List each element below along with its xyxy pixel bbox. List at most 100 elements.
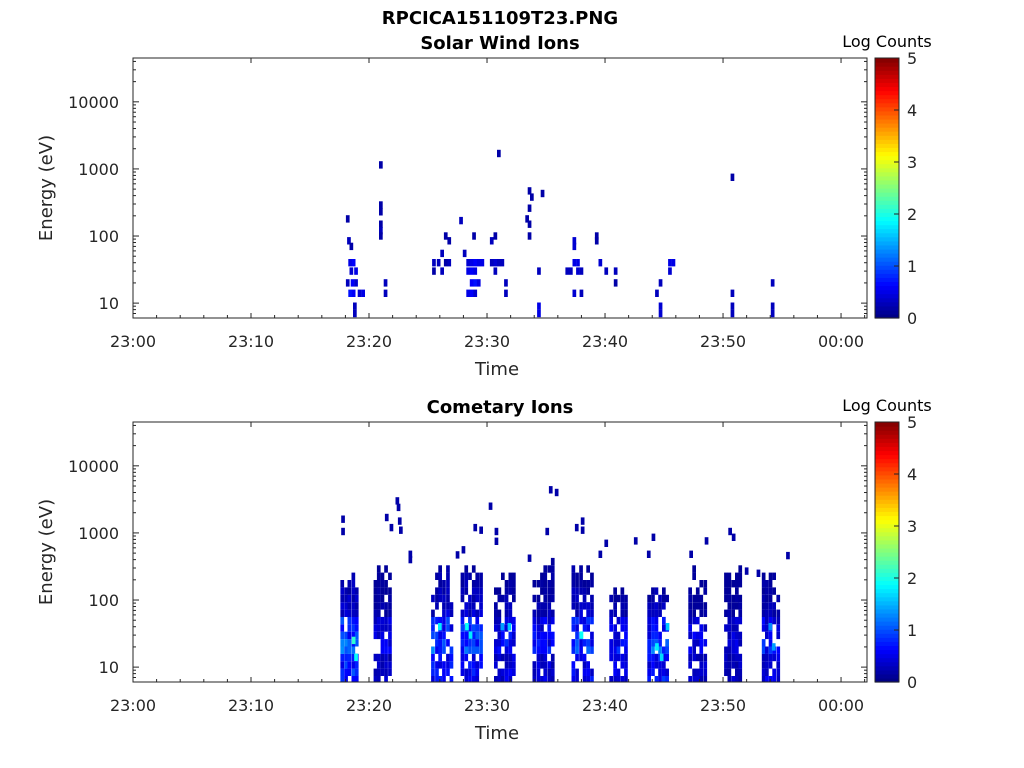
data-cell (651, 533, 656, 541)
colorbar-step (875, 649, 899, 655)
data-cell (730, 173, 735, 181)
data-cell (772, 609, 776, 617)
data-cell (431, 616, 435, 625)
data-cell (507, 623, 512, 631)
data-cell (731, 594, 735, 603)
data-cell (761, 602, 766, 610)
data-cell (340, 580, 345, 588)
data-cell (479, 653, 483, 662)
colorbar-step (875, 98, 899, 104)
data-cell (504, 639, 509, 647)
data-cell (532, 661, 537, 669)
colorbar-step (875, 90, 899, 96)
data-cell (613, 594, 617, 603)
data-cell (464, 653, 469, 662)
data-cell (468, 631, 473, 639)
data-cell (345, 215, 350, 223)
data-cell (572, 237, 577, 245)
data-cell (651, 639, 655, 647)
data-cell (575, 580, 579, 588)
data-cell (471, 594, 476, 603)
data-cell (446, 587, 450, 595)
colorbar-tick-label: 2 (907, 205, 917, 224)
data-cell (543, 676, 548, 682)
data-cell (388, 646, 392, 654)
data-cell (373, 580, 378, 588)
panel-title: Solar Wind Ions (420, 33, 579, 54)
data-cell (438, 616, 442, 625)
colorbar-step (875, 257, 899, 262)
data-cell (703, 624, 708, 632)
data-cell (354, 676, 359, 682)
data-cell (594, 237, 599, 245)
data-cell (731, 533, 736, 541)
data-cell (776, 616, 781, 625)
data-cell (536, 616, 541, 625)
data-cell (651, 587, 655, 595)
data-cell (586, 580, 590, 588)
data-cell (379, 208, 383, 216)
data-cell (408, 550, 413, 558)
data-cell (776, 668, 781, 676)
data-cell (543, 631, 548, 640)
data-cell (438, 646, 442, 654)
data-cell (724, 624, 728, 632)
data-cell (344, 639, 348, 647)
colorbar-step (875, 86, 899, 92)
data-cell (351, 602, 356, 610)
data-cell (579, 572, 583, 580)
data-cell (575, 572, 579, 580)
data-cell (431, 631, 435, 640)
data-cell (347, 668, 352, 676)
data-cell (344, 594, 348, 603)
data-cell (695, 639, 700, 647)
data-cell (776, 609, 781, 617)
data-cell (388, 594, 392, 603)
data-cell (756, 569, 761, 577)
colorbar-step (875, 106, 899, 112)
colorbar-step (875, 273, 899, 278)
data-cell (582, 616, 587, 625)
data-cell (446, 624, 450, 632)
data-cell (609, 594, 613, 603)
data-cell (727, 631, 732, 640)
data-cell (688, 631, 692, 640)
data-cell (724, 661, 728, 669)
data-cell (380, 572, 385, 580)
colorbar-step (875, 167, 899, 173)
data-cell (579, 631, 584, 639)
data-cell (765, 602, 769, 610)
data-cell (735, 587, 739, 595)
data-cell (449, 646, 454, 654)
data-cell (388, 631, 392, 640)
data-cell (536, 580, 541, 588)
colorbar-step (875, 580, 899, 586)
data-cell (624, 631, 628, 640)
colorbar-step (875, 253, 899, 258)
data-cell (689, 550, 693, 558)
data-cell (613, 668, 617, 676)
colorbar-tick-label: 5 (907, 49, 917, 68)
data-cell (658, 661, 662, 669)
colorbar-step (875, 188, 899, 193)
colorbar-step (875, 240, 899, 246)
colorbar-step (875, 204, 899, 209)
data-cell (582, 676, 587, 682)
data-cell (443, 259, 448, 267)
data-cell (494, 602, 498, 610)
colorbar-step (875, 293, 899, 299)
data-cell (665, 639, 669, 647)
data-cell (408, 555, 413, 564)
data-cell (688, 676, 692, 682)
data-cell (727, 602, 732, 610)
data-cell (379, 227, 383, 235)
data-cell (449, 609, 454, 617)
data-cell (576, 267, 580, 275)
data-cell (532, 580, 537, 588)
data-cell (525, 215, 529, 223)
panel-solar-wind-ions: Solar Wind Ions 23:00 23:10 23:20 23:30 23:40… (36, 32, 932, 380)
data-cell (735, 676, 739, 682)
data-cell (543, 572, 548, 580)
colorbar-step (875, 637, 899, 642)
data-cell (504, 646, 509, 654)
